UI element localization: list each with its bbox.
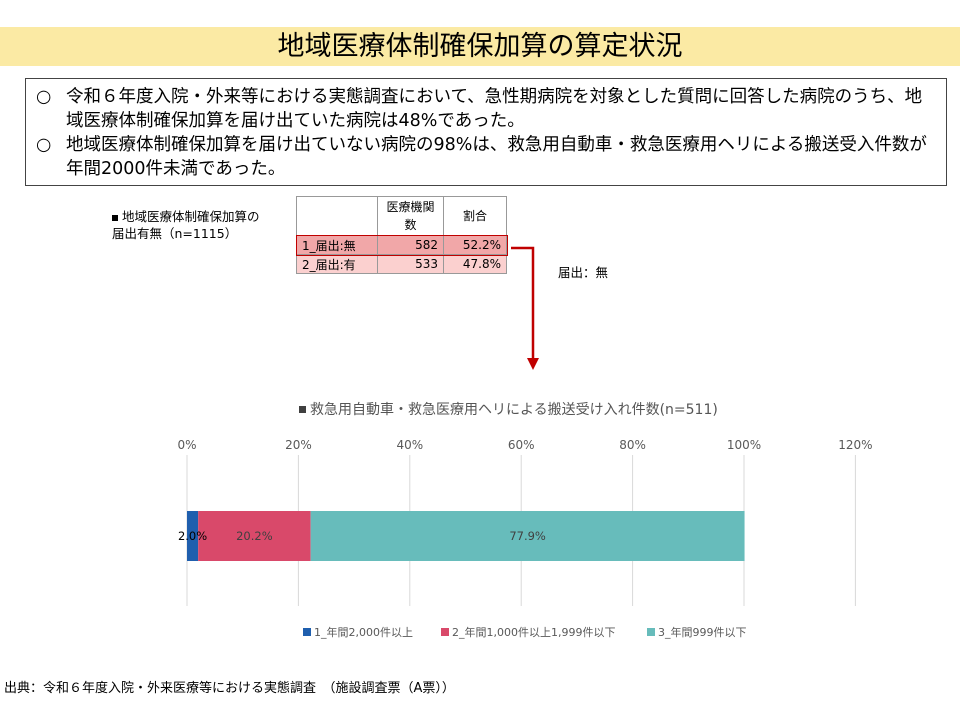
bullet-text: 令和６年度入院・外来等における実態調査において、急性期病院を対象とした質問に回答…: [66, 87, 923, 131]
table-row: 2_届出:有 533 47.8%: [296, 254, 507, 274]
chart-title: 救急用自動車・救急医療用ヘリによる搬送受け入れ件数(n=511): [310, 401, 718, 418]
source-note: 出典：令和６年度入院・外来医療等における実態調査 （施設調査票（A票））: [4, 681, 455, 696]
bar-segment-3: [310, 511, 745, 561]
summary-box: ○ 令和６年度入院・外来等における実態調査において、急性期病院を対象とした質問に…: [25, 78, 947, 186]
summary-bullet-2: ○ 地域医療体制確保加算を届け出ていない病院の98%は、救急用自動車・救急医療用…: [36, 133, 936, 181]
x-tick-label: 20%: [285, 438, 312, 452]
arrow-head-icon: [527, 358, 539, 370]
x-tick-label: 40%: [396, 438, 423, 452]
legend-swatch-1: [303, 628, 311, 636]
legend-label: 2_年間1,000件以上1,999件以下: [452, 625, 615, 639]
table-header-share: 割合: [443, 196, 507, 236]
legend-label: 1_年間2,000件以上: [314, 625, 413, 639]
legend-swatch-3: [647, 628, 655, 636]
legend-label: 3_年間999件以下: [658, 625, 747, 639]
table-caption-line2: 届出有無（n=1115）: [112, 226, 238, 241]
chart-title-marker-icon: [299, 406, 306, 413]
page-title: 地域医療体制確保加算の算定状況: [277, 31, 683, 62]
arrow-note: 届出：無: [558, 265, 609, 280]
bullet-text: 地域医療体制確保加算を届け出ていない病院の98%は、救急用自動車・救急医療用ヘリ…: [66, 135, 927, 179]
x-tick-label: 80%: [619, 438, 646, 452]
square-bullet-icon: [112, 214, 118, 221]
bar-segment-1: [187, 511, 199, 561]
data-label: 20.2%: [236, 529, 273, 543]
table-caption: 地域医療体制確保加算の 届出有無（n=1115）: [112, 208, 260, 242]
row-share: 47.8%: [443, 254, 507, 274]
title-bar: 地域医療体制確保加算の算定状況: [0, 27, 960, 66]
bullet-mark: ○: [36, 87, 52, 107]
connector-arrow-line: [511, 246, 535, 360]
data-label: 2.0%: [178, 529, 207, 543]
data-label: 77.9%: [509, 529, 546, 543]
row-label: 1_届出:無: [296, 235, 378, 255]
table-caption-line1: 地域医療体制確保加算の: [122, 209, 260, 224]
table-row: 1_届出:無 582 52.2%: [295, 234, 508, 256]
row-share: 52.2%: [443, 235, 507, 255]
bar-segment-2: [198, 511, 311, 561]
x-tick-label: 100%: [727, 438, 761, 452]
row-label: 2_届出:有: [296, 254, 378, 274]
legend-swatch-2: [441, 628, 449, 636]
summary-bullet-1: ○ 令和６年度入院・外来等における実態調査において、急性期病院を対象とした質問に…: [36, 85, 936, 133]
x-tick-label: 60%: [508, 438, 535, 452]
x-tick-label: 120%: [838, 438, 872, 452]
row-count: 533: [377, 254, 444, 274]
x-tick-label: 0%: [177, 438, 196, 452]
bullet-mark: ○: [36, 135, 52, 155]
notification-table: 医療機関数 割合 1_届出:無 582 52.2% 2_届出:有 533 47.…: [295, 196, 508, 274]
